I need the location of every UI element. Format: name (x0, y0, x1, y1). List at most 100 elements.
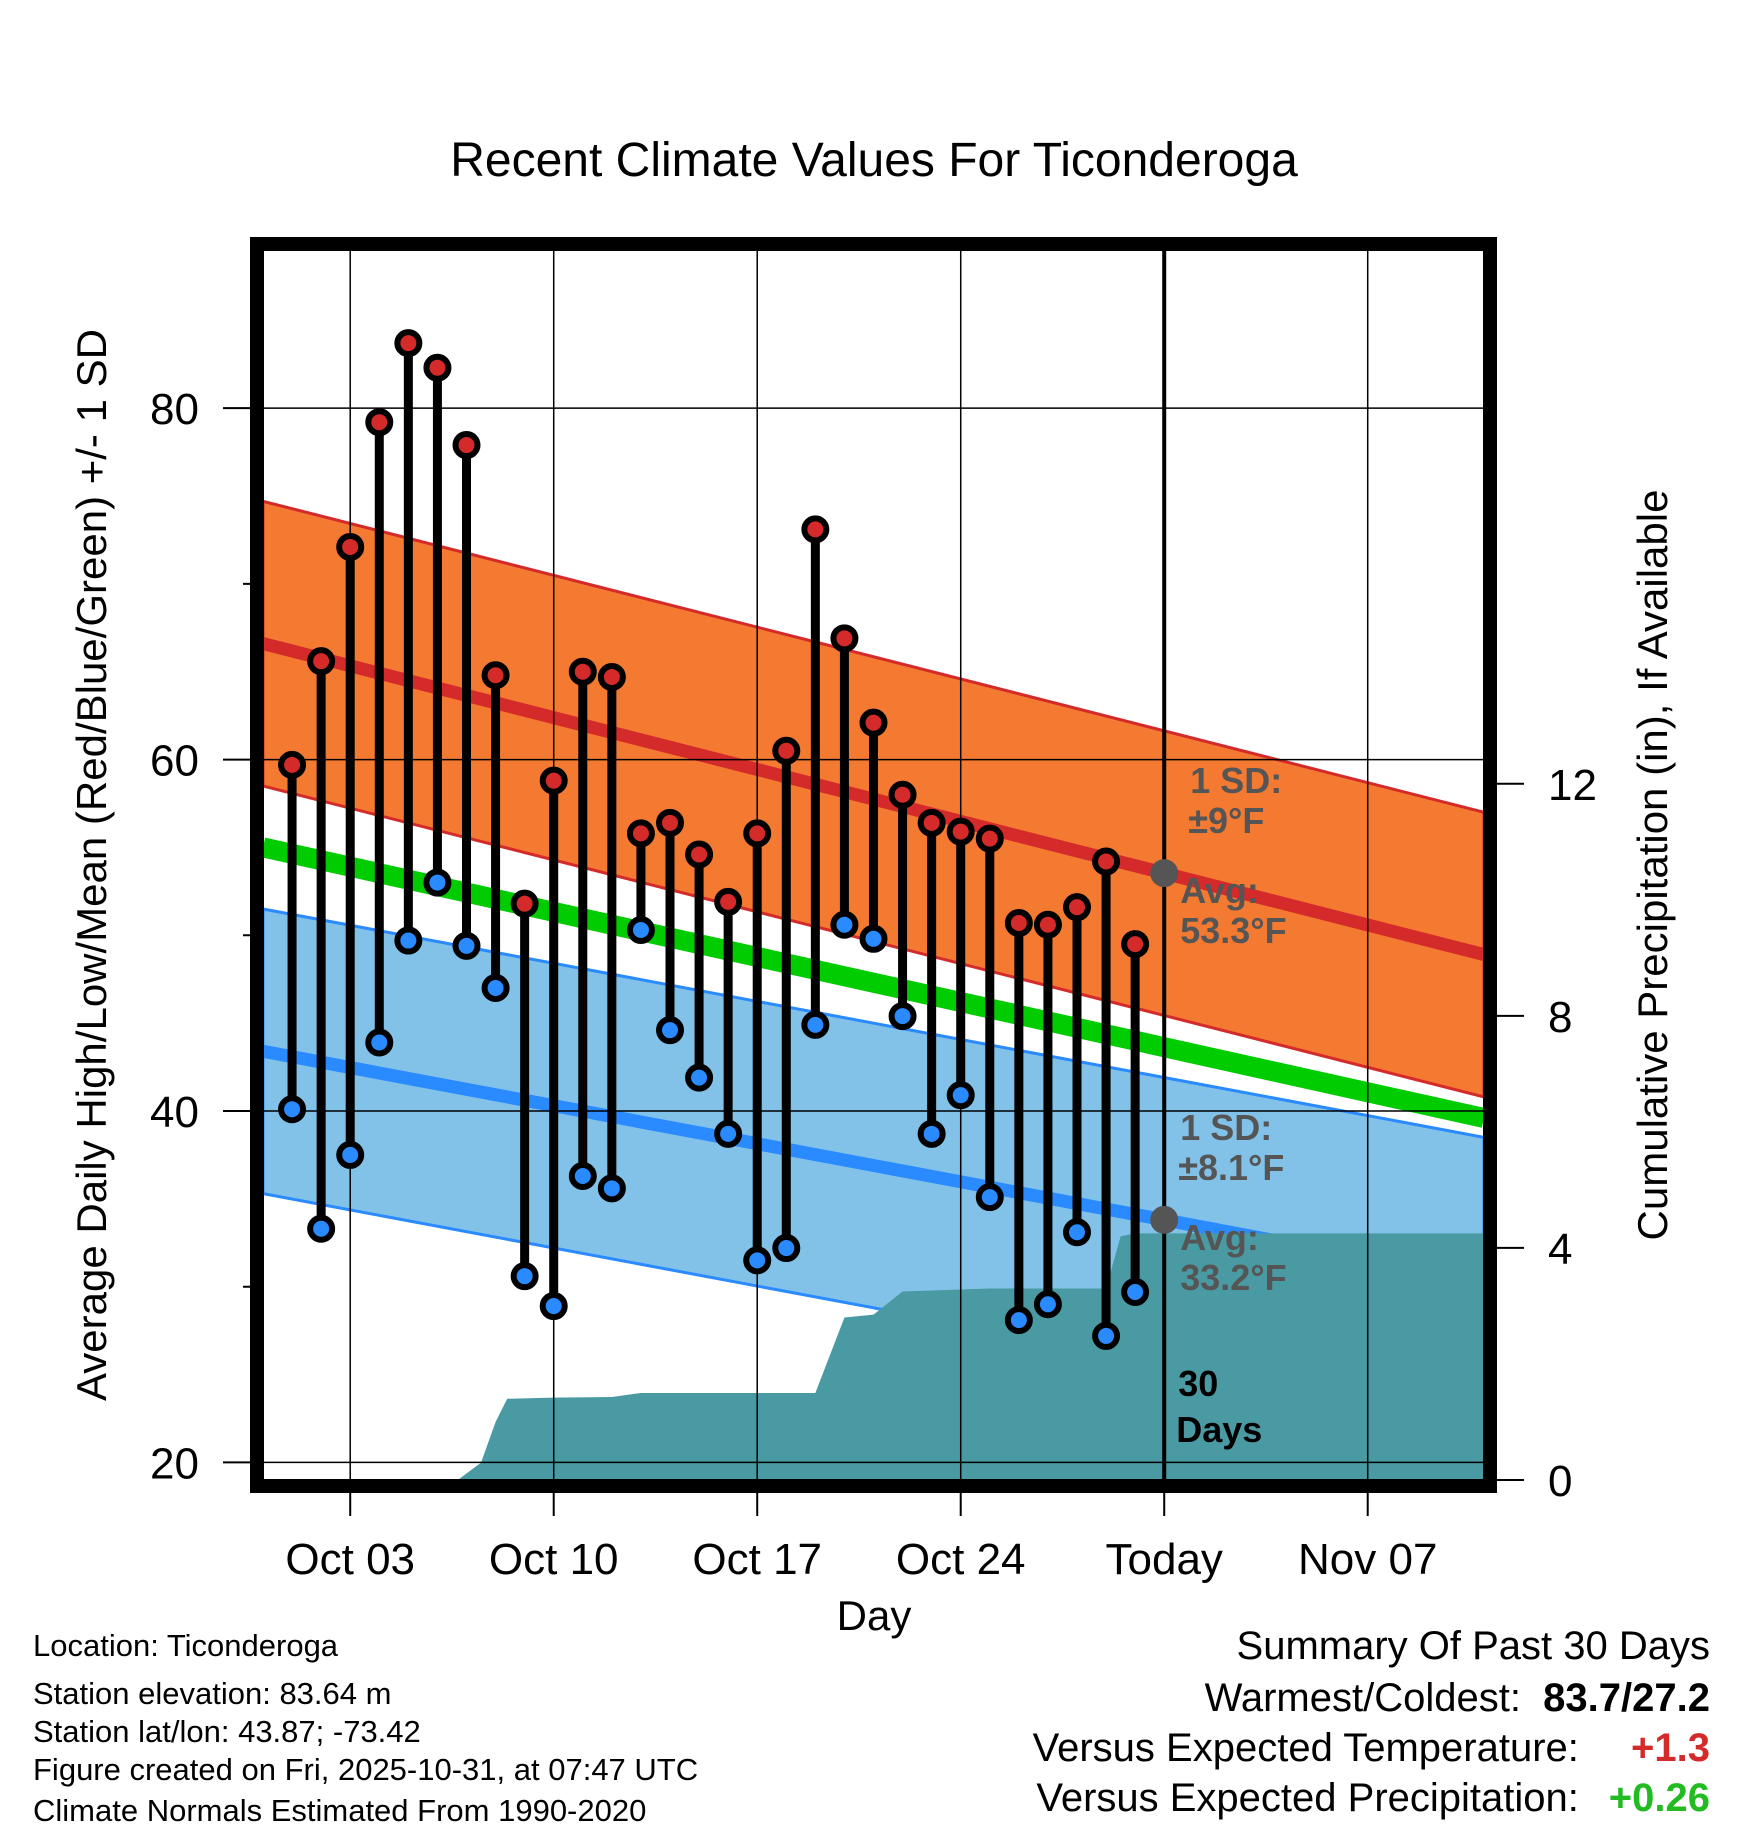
low-temp-dot (946, 1081, 975, 1110)
x-tick-label: Oct 10 (489, 1535, 619, 1584)
high-temp-dot (685, 840, 714, 869)
high-temp-dot (481, 661, 510, 690)
low-temp-dot (481, 974, 510, 1002)
low-temp-dot (772, 1234, 801, 1263)
x-tick-label: Today (1106, 1535, 1223, 1584)
low-temp-dot (1004, 1306, 1033, 1335)
temp-value: +1.3 (1631, 1726, 1710, 1770)
low-temp-dot (1033, 1290, 1062, 1319)
x-tick-label: Oct 17 (692, 1535, 822, 1584)
low-temp-dot (278, 1095, 307, 1124)
days-label: Days (1176, 1409, 1262, 1450)
high-temp-dot (888, 780, 917, 809)
high-temp-dot (975, 824, 1004, 853)
x-tick-label: Oct 24 (896, 1535, 1026, 1584)
low-avg-label: Avg: (1180, 1217, 1259, 1258)
y-tick-label: 20 (150, 1439, 199, 1488)
high-temp-dot (743, 819, 772, 848)
high-temp-dot (859, 708, 888, 737)
high-temp-dot (452, 431, 481, 460)
high-temp-dot (1092, 847, 1121, 876)
high-temp-dot (772, 736, 801, 765)
info-location: Location: Ticonderoga (33, 1628, 339, 1663)
low-temp-dot (539, 1292, 568, 1321)
low-temp-dot (423, 868, 452, 897)
low-temp-dot (1121, 1277, 1150, 1306)
low-temp-dot (975, 1183, 1004, 1212)
low-temp-dot (307, 1214, 336, 1243)
precip-label: Versus Expected Precipitation: (1036, 1776, 1579, 1820)
low-temp-dot (1063, 1218, 1091, 1247)
y2-tick-label: 4 (1548, 1225, 1572, 1274)
high-temp-dot (626, 819, 655, 848)
low-sd-label: 1 SD: (1180, 1107, 1272, 1148)
y-tick-label: 80 (150, 385, 199, 434)
high-temp-dot (1033, 910, 1062, 939)
y2-tick-label: 8 (1548, 993, 1572, 1042)
summary-temp: Versus Expected Temperature: +1.3 (1033, 1728, 1710, 1768)
low-temp-dot (626, 916, 655, 945)
low-temp-dot (917, 1119, 946, 1148)
high-sd-label: 1 SD: (1190, 760, 1282, 801)
y-tick-label: 40 (150, 1088, 199, 1137)
days-count: 30 (1178, 1363, 1218, 1404)
y2-axis-label: Cumulative Precipitation (in), If Availa… (1629, 490, 1676, 1241)
low-avg-value: 33.2°F (1180, 1257, 1286, 1298)
plot-frame (250, 237, 1497, 1493)
high-temp-dot (394, 329, 423, 358)
y-axis-label: Average Daily High/Low/Mean (Red/Blue/Gr… (68, 329, 115, 1401)
precip-area-layer (263, 1233, 1484, 1480)
warm-cold-label: Warmest/Coldest: (1204, 1676, 1521, 1720)
high-temp-dot (1063, 893, 1091, 922)
low-temp-dot (597, 1174, 626, 1203)
info-created: Figure created on Fri, 2025-10-31, at 07… (33, 1752, 699, 1787)
precip-area (263, 1233, 1484, 1480)
low-avg-marker (1150, 1205, 1179, 1234)
high-temp-dot (1004, 908, 1033, 937)
temp-label: Versus Expected Temperature: (1032, 1726, 1579, 1770)
low-temp-dot (714, 1119, 743, 1148)
high-temp-dot (539, 766, 568, 795)
high-sd-value: ±9°F (1188, 800, 1264, 841)
low-temp-dot (336, 1140, 365, 1169)
high-temp-dot (946, 817, 975, 846)
axis-ticks: 20 40 60 80 0 4 8 12 Oct 03 Oct 10 Oct 17 Oct 24 Tod… (150, 385, 1597, 1584)
high-temp-dot (830, 624, 859, 653)
low-temp-dot (685, 1063, 714, 1092)
info-latlon: Station lat/lon: 43.87; -73.42 (33, 1714, 421, 1749)
high-temp-dot (597, 662, 626, 691)
high-avg-value: 53.3°F (1180, 910, 1286, 951)
low-temp-dot (656, 1016, 684, 1045)
summary-precip: Versus Expected Precipitation: +0.26 (1036, 1778, 1710, 1818)
low-temp-dot (830, 910, 859, 939)
x-tick-label: Oct 03 (285, 1535, 415, 1584)
high-temp-dot (917, 808, 946, 837)
low-temp-dot (394, 926, 423, 955)
high-temp-dot (336, 532, 365, 561)
low-temp-dot (859, 924, 888, 953)
low-temp-dot (1092, 1321, 1121, 1350)
low-temp-dot (801, 1010, 830, 1039)
high-temp-dot (714, 887, 743, 916)
high-temp-dot (656, 808, 684, 837)
low-temp-dot (743, 1246, 772, 1275)
high-temp-dot (510, 889, 539, 918)
low-temp-dot (452, 931, 481, 960)
y-tick-label: 60 (150, 737, 199, 786)
low-temp-dot (510, 1262, 539, 1291)
high-temp-dot (568, 657, 597, 686)
high-temp-dot (423, 353, 452, 382)
low-temp-dot (568, 1162, 597, 1191)
high-temp-dot (801, 515, 830, 544)
y2-tick-label: 12 (1548, 761, 1597, 810)
y2-tick-label: 0 (1548, 1457, 1572, 1506)
low-temp-dot (888, 1002, 917, 1031)
x-axis-label: Day (837, 1592, 912, 1639)
high-temp-dot (278, 750, 307, 779)
info-normals: Climate Normals Estimated From 1990-2020 (33, 1793, 647, 1828)
precip-value: +0.26 (1608, 1776, 1710, 1820)
low-temp-dot (365, 1028, 394, 1057)
x-tick-label: Nov 07 (1298, 1535, 1437, 1584)
